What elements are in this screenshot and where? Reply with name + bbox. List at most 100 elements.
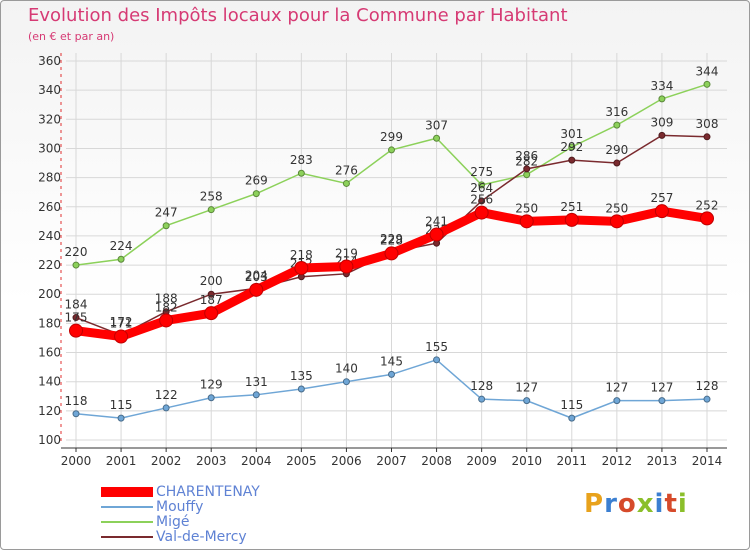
data-label-val-de-mercy: 292 bbox=[560, 140, 583, 154]
data-point-charentenay bbox=[114, 329, 129, 344]
data-label-mouffy: 129 bbox=[200, 378, 223, 392]
data-point-mige bbox=[117, 255, 125, 263]
data-point-charentenay bbox=[474, 205, 489, 220]
data-point-mige bbox=[388, 146, 395, 154]
legend-swatch bbox=[101, 487, 153, 497]
data-label-charentenay: 218 bbox=[290, 248, 313, 262]
data-label-mige: 224 bbox=[110, 239, 133, 253]
data-label-val-de-mercy: 172 bbox=[110, 315, 133, 329]
data-point-mouffy bbox=[117, 414, 125, 422]
data-point-mige bbox=[613, 121, 621, 129]
y-tick-label: 160 bbox=[38, 346, 61, 360]
data-label-mige: 316 bbox=[605, 105, 628, 119]
data-label-val-de-mercy: 204 bbox=[245, 268, 268, 282]
legend-item-mouffy: Mouffy bbox=[101, 500, 341, 515]
data-point-mouffy bbox=[388, 370, 395, 378]
data-label-charentenay: 228 bbox=[380, 233, 403, 247]
data-label-charentenay: 251 bbox=[560, 200, 583, 214]
x-tick-label: 2011 bbox=[557, 454, 588, 468]
data-label-mouffy: 115 bbox=[560, 398, 583, 412]
legend-label: Migé bbox=[156, 514, 190, 530]
data-point-mige bbox=[252, 190, 260, 198]
legend-label: Val-de-Mercy bbox=[156, 529, 247, 545]
legend-label: Mouffy bbox=[156, 499, 204, 515]
data-point-charentenay bbox=[519, 214, 534, 229]
data-label-mouffy: 127 bbox=[650, 381, 673, 395]
y-tick-label: 300 bbox=[38, 141, 61, 155]
x-tick-label: 2000 bbox=[61, 454, 92, 468]
x-tick-label: 2012 bbox=[602, 454, 633, 468]
data-label-mouffy: 118 bbox=[65, 394, 88, 408]
data-point-charentenay bbox=[429, 227, 444, 242]
data-point-mige bbox=[568, 143, 576, 151]
y-tick-label: 220 bbox=[38, 258, 61, 272]
data-label-mouffy: 128 bbox=[696, 379, 719, 393]
data-point-mige bbox=[162, 222, 170, 230]
data-point-mige bbox=[703, 80, 711, 88]
data-label-mouffy: 135 bbox=[290, 369, 313, 383]
data-point-mouffy bbox=[207, 394, 215, 402]
data-label-val-de-mercy: 290 bbox=[605, 143, 628, 157]
logo-letter: x bbox=[636, 489, 655, 519]
data-point-charentenay bbox=[609, 214, 624, 229]
data-point-mouffy bbox=[433, 356, 441, 364]
data-label-mouffy: 140 bbox=[335, 362, 358, 376]
data-point-mouffy bbox=[658, 397, 666, 405]
x-tick-label: 2004 bbox=[241, 454, 272, 468]
x-tick-label: 2014 bbox=[692, 454, 723, 468]
data-label-mige: 269 bbox=[245, 174, 268, 188]
legend-item-val-de-mercy: Val-de-Mercy bbox=[101, 530, 341, 545]
x-tick-label: 2013 bbox=[647, 454, 678, 468]
data-point-charentenay bbox=[204, 306, 219, 321]
data-point-val-de-mercy bbox=[478, 197, 486, 205]
data-label-charentenay: 203 bbox=[245, 270, 268, 284]
data-label-charentenay: 175 bbox=[65, 311, 88, 325]
data-label-mouffy: 155 bbox=[425, 340, 448, 354]
data-label-mouffy: 128 bbox=[470, 379, 493, 393]
data-label-mige: 299 bbox=[380, 130, 403, 144]
data-point-val-de-mercy bbox=[72, 314, 80, 322]
data-point-val-de-mercy bbox=[207, 290, 215, 298]
data-label-val-de-mercy: 309 bbox=[650, 115, 673, 129]
y-tick-label: 320 bbox=[38, 112, 61, 126]
data-point-mouffy bbox=[252, 391, 260, 399]
legend-swatch bbox=[101, 521, 153, 523]
y-tick-label: 200 bbox=[38, 287, 61, 301]
legend-item-mige: Migé bbox=[101, 515, 341, 530]
data-label-val-de-mercy: 264 bbox=[470, 181, 493, 195]
x-tick-label: 2009 bbox=[466, 454, 497, 468]
data-point-charentenay bbox=[654, 204, 669, 219]
data-point-mouffy bbox=[162, 404, 170, 412]
data-label-val-de-mercy: 184 bbox=[65, 298, 88, 312]
data-label-val-de-mercy: 308 bbox=[696, 117, 719, 131]
data-point-val-de-mercy bbox=[703, 133, 711, 141]
data-label-mige: 307 bbox=[425, 118, 448, 132]
data-point-mouffy bbox=[72, 410, 80, 418]
data-label-charentenay: 241 bbox=[425, 214, 448, 228]
data-point-charentenay bbox=[159, 313, 174, 328]
legend-item-charentenay: CHARENTENAY bbox=[101, 485, 341, 500]
data-point-mige bbox=[658, 95, 666, 103]
data-label-mige: 282 bbox=[515, 155, 538, 169]
data-point-mouffy bbox=[523, 397, 531, 405]
x-tick-label: 2005 bbox=[286, 454, 317, 468]
data-point-charentenay bbox=[339, 259, 354, 274]
data-label-mige: 258 bbox=[200, 190, 223, 204]
data-point-charentenay bbox=[249, 282, 264, 297]
data-label-charentenay: 187 bbox=[200, 293, 223, 307]
legend-swatch bbox=[101, 536, 153, 538]
y-tick-label: 100 bbox=[38, 433, 61, 447]
data-point-mouffy bbox=[297, 385, 305, 393]
x-tick-label: 2010 bbox=[511, 454, 542, 468]
data-label-charentenay: 171 bbox=[110, 317, 133, 331]
logo-letter: P bbox=[584, 489, 605, 519]
data-label-val-de-mercy: 286 bbox=[515, 149, 538, 163]
data-label-charentenay: 252 bbox=[696, 198, 719, 212]
logo-letter: i bbox=[654, 489, 665, 519]
x-tick-label: 2007 bbox=[376, 454, 407, 468]
y-tick-label: 280 bbox=[38, 171, 61, 185]
data-label-charentenay: 250 bbox=[605, 201, 628, 215]
data-label-mouffy: 115 bbox=[110, 398, 133, 412]
